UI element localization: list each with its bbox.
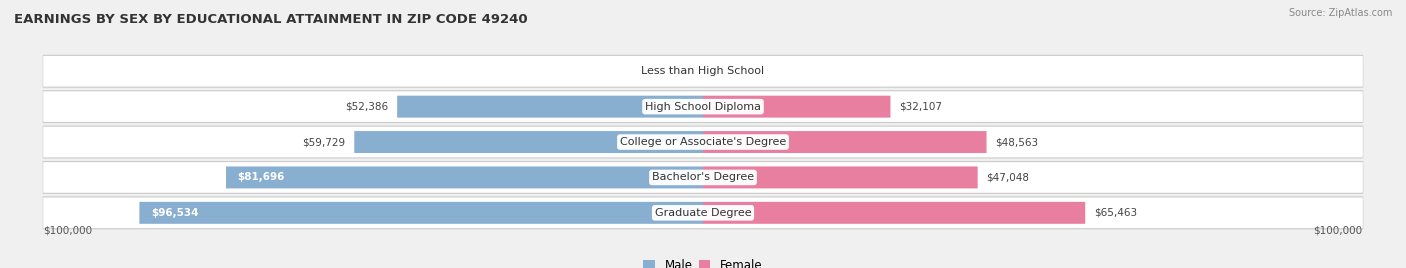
FancyBboxPatch shape xyxy=(44,162,1362,193)
FancyBboxPatch shape xyxy=(44,126,1362,158)
Text: EARNINGS BY SEX BY EDUCATIONAL ATTAINMENT IN ZIP CODE 49240: EARNINGS BY SEX BY EDUCATIONAL ATTAINMEN… xyxy=(14,13,527,27)
Text: $100,000: $100,000 xyxy=(1313,226,1362,236)
FancyBboxPatch shape xyxy=(44,91,1362,122)
Text: $52,386: $52,386 xyxy=(346,102,388,112)
Text: $100,000: $100,000 xyxy=(44,226,93,236)
Text: $96,534: $96,534 xyxy=(150,208,198,218)
Text: $65,463: $65,463 xyxy=(1094,208,1137,218)
Text: $47,048: $47,048 xyxy=(987,172,1029,183)
FancyBboxPatch shape xyxy=(44,127,1362,157)
FancyBboxPatch shape xyxy=(44,197,1362,229)
Text: $0: $0 xyxy=(681,66,695,76)
FancyBboxPatch shape xyxy=(44,198,1362,228)
Text: Less than High School: Less than High School xyxy=(641,66,765,76)
FancyBboxPatch shape xyxy=(703,96,890,118)
Text: $59,729: $59,729 xyxy=(302,137,346,147)
Text: Source: ZipAtlas.com: Source: ZipAtlas.com xyxy=(1288,8,1392,18)
FancyBboxPatch shape xyxy=(396,96,703,118)
FancyBboxPatch shape xyxy=(703,131,987,153)
Text: $32,107: $32,107 xyxy=(900,102,942,112)
Text: Bachelor's Degree: Bachelor's Degree xyxy=(652,172,754,183)
FancyBboxPatch shape xyxy=(703,202,1085,224)
Text: Graduate Degree: Graduate Degree xyxy=(655,208,751,218)
Text: $48,563: $48,563 xyxy=(995,137,1039,147)
Text: $81,696: $81,696 xyxy=(238,172,285,183)
FancyBboxPatch shape xyxy=(703,166,977,188)
FancyBboxPatch shape xyxy=(44,91,1362,122)
FancyBboxPatch shape xyxy=(44,55,1362,87)
FancyBboxPatch shape xyxy=(44,162,1362,193)
Text: $0: $0 xyxy=(711,66,725,76)
Text: College or Associate's Degree: College or Associate's Degree xyxy=(620,137,786,147)
Text: High School Diploma: High School Diploma xyxy=(645,102,761,112)
FancyBboxPatch shape xyxy=(44,56,1362,87)
Legend: Male, Female: Male, Female xyxy=(638,254,768,268)
FancyBboxPatch shape xyxy=(226,166,703,188)
FancyBboxPatch shape xyxy=(354,131,703,153)
FancyBboxPatch shape xyxy=(139,202,703,224)
